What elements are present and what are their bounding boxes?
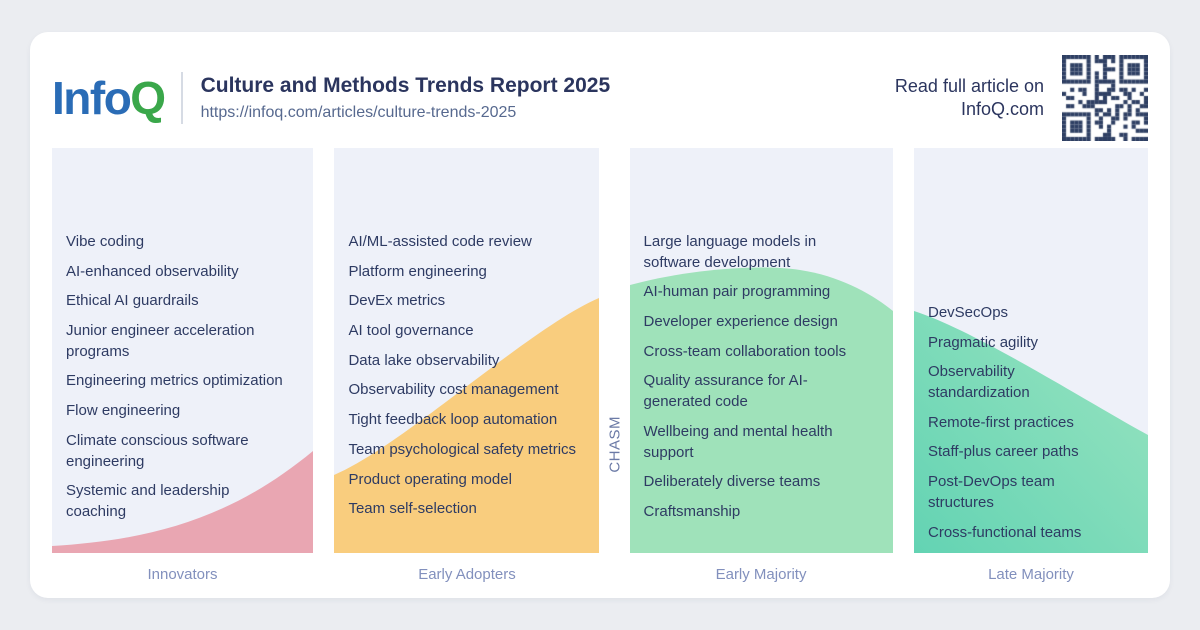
column-label-innovators: Innovators [147, 566, 218, 583]
infoq-logo: InfoQ [52, 72, 166, 124]
header: InfoQ Culture and Methods Trends Report … [52, 55, 1148, 141]
column-late-majority-panel: DevSecOps Pragmatic agility Observability … [914, 148, 1148, 553]
trend-item: Pragmatic agility [928, 333, 1039, 351]
logo-text-q: Q [130, 72, 166, 124]
trend-item: Flow engineering [66, 402, 181, 420]
chasm-label: CHASM [606, 416, 623, 473]
trend-item: Staff-plus career paths [928, 443, 1079, 461]
read-cta-text: Read full article on InfoQ.com [894, 75, 1044, 119]
column-early-majority: Large language models in software develo… [629, 148, 893, 583]
trend-item: Cross-functional teams [928, 523, 1082, 541]
trend-item: Wellbeing and mental health support [643, 422, 833, 461]
trend-item: AI-enhanced observability [66, 262, 239, 280]
trend-item: Developer experience design [643, 313, 838, 331]
curve-segment-late-majority [914, 311, 1148, 553]
column-gap [893, 148, 914, 583]
curve-segment-innovators [52, 451, 313, 553]
trend-list-early-adopters: AI/ML-assisted code review Platform engin… [334, 148, 599, 520]
trend-item: Vibe coding [66, 233, 145, 250]
trend-item: AI tool governance [348, 322, 474, 340]
trend-list-late-majority: DevSecOps Pragmatic agility Observability … [914, 148, 1148, 543]
curve-segment-early-majority [629, 267, 893, 553]
adoption-curve: Vibe coding AI-enhanced observability Ethi… [52, 148, 1148, 583]
logo-text-info: Info [52, 72, 132, 124]
trend-list-innovators: Vibe coding AI-enhanced observability Ethi… [52, 148, 313, 523]
trend-item: Team self-selection [348, 500, 477, 518]
report-title: Culture and Methods Trends Report 2025 [200, 73, 611, 97]
trend-item: Systemic and leadership coaching [66, 482, 230, 520]
trend-item: Climate conscious software engineering [66, 431, 249, 470]
curve-fill-early-adopters [334, 298, 600, 553]
trend-item: Quality assurance for AI-generated code [643, 372, 808, 411]
article-url: https://infoq.com/articles/culture-trend… [200, 104, 517, 122]
curve-fill-early-majority [629, 267, 893, 553]
trend-item: Post-DevOps team structures [928, 473, 1055, 511]
curve-fill-late-majority [914, 311, 1148, 553]
trend-item: Observability cost management [348, 381, 559, 399]
column-label-early-adopters: Early Adopters [418, 566, 516, 583]
trend-item: DevEx metrics [348, 292, 446, 310]
column-label-early-majority: Early Majority [715, 566, 807, 583]
trend-item: Data lake observability [348, 351, 500, 369]
trend-item: Craftsmanship [643, 502, 741, 520]
report-card: InfoQ Culture and Methods Trends Report … [30, 32, 1170, 598]
trend-item: Observability standardization [928, 363, 1030, 402]
trend-item: Large language models in software develo… [643, 233, 817, 271]
trend-item: AI-human pair programming [643, 283, 831, 301]
column-gap [313, 148, 334, 583]
curve-segment-early-adopters [334, 298, 600, 553]
qr-code-icon [1062, 55, 1148, 141]
curve-fill-innovators [52, 451, 313, 553]
trend-item: AI/ML-assisted code review [348, 233, 532, 250]
column-late-majority: DevSecOps Pragmatic agility Observability … [914, 148, 1148, 583]
trend-item: Remote-first practices [928, 413, 1074, 431]
trend-item: Platform engineering [348, 262, 487, 280]
column-innovators-panel: Vibe coding AI-enhanced observability Ethi… [52, 148, 313, 553]
column-early-adopters: AI/ML-assisted code review Platform engin… [334, 148, 600, 583]
title-block: Culture and Methods Trends Report 2025 h… [201, 74, 611, 122]
trend-item: Junior engineer acceleration programs [66, 322, 255, 360]
trend-item: Ethical AI guardrails [66, 292, 199, 310]
trend-item: DevSecOps [928, 304, 1009, 321]
trend-item: Product operating model [348, 470, 512, 488]
column-label-late-majority: Late Majority [988, 566, 1074, 583]
header-divider [180, 72, 183, 124]
column-innovators: Vibe coding AI-enhanced observability Ethi… [52, 148, 313, 583]
trend-list-early-majority: Large language models in software develo… [630, 148, 893, 523]
trend-item: Deliberately diverse teams [643, 473, 821, 491]
column-early-majority-panel: Large language models in software develo… [629, 148, 893, 553]
trend-item: Tight feedback loop automation [348, 411, 558, 429]
trend-item: Cross-team collaboration tools [643, 342, 847, 360]
column-early-adopters-panel: AI/ML-assisted code review Platform engin… [334, 148, 600, 553]
chasm-divider: CHASM [599, 148, 629, 553]
trend-item: Team psychological safety metrics [348, 440, 577, 458]
trend-item: Engineering metrics optimization [66, 372, 283, 390]
